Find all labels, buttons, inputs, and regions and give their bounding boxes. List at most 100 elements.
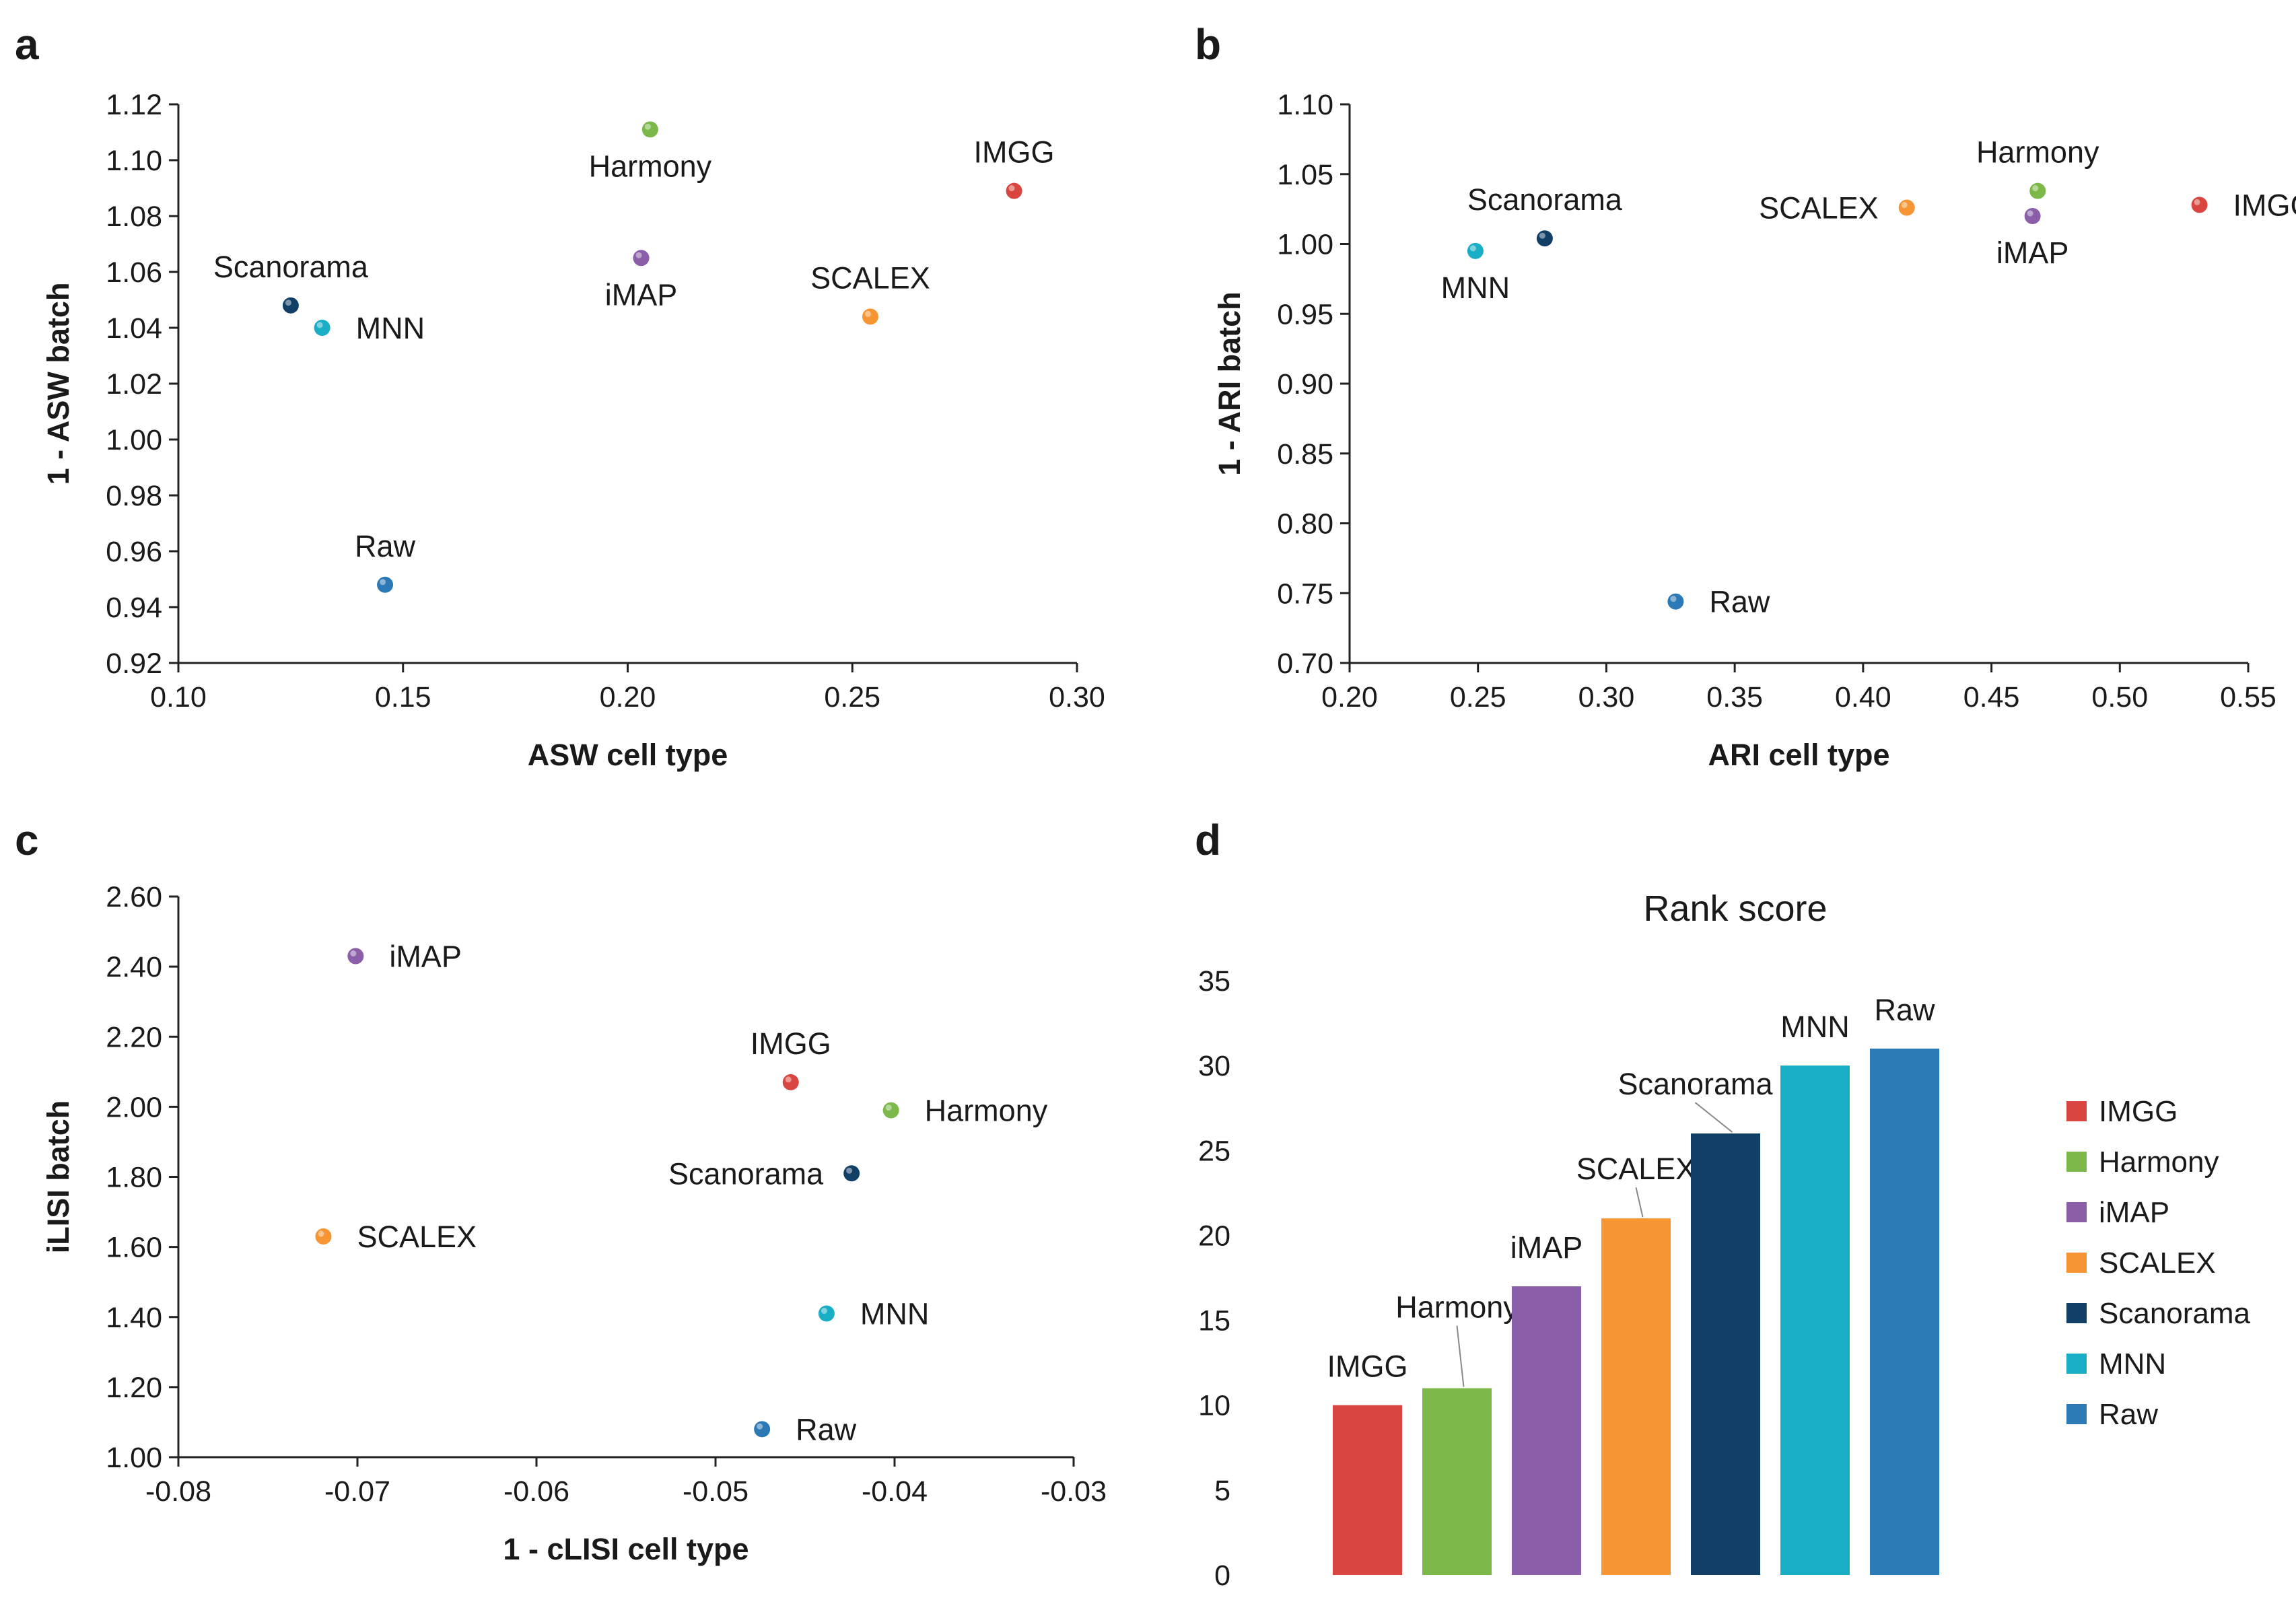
panel-d-bar: Rank score 0 5 10 15 20 25 30 35 IMGG Harmony iMAP S… [1198,888,2250,1592]
panel-b-point-highlight [2027,210,2033,217]
panel-d-y-tick-label: 20 [1198,1220,1230,1252]
panel-d-legend-swatch-imap [2066,1202,2087,1222]
panel-c-scatter: 1.00 1.20 1.40 1.60 1.80 2.00 2.20 2.40 2.60 -0.0… [41,881,1107,1566]
panel-a-point-scanorama [282,297,299,314]
panel-a-point-highlight [316,322,323,328]
panel-c-x-tick-label: -0.08 [145,1475,211,1508]
panel-d-bar-imgg [1333,1405,1402,1575]
panel-b-y-tick-label: 0.75 [1277,577,1333,610]
panel-letter-d: d [1195,816,1221,864]
panel-d-leader-line [1456,1325,1465,1387]
panel-a-point-harmony [641,121,658,138]
panel-c-point-imap [347,948,364,965]
panel-d-legend-label-scalex: SCALEX [2099,1247,2216,1280]
panel-b-point-highlight [2194,199,2200,205]
panel-a-point-highlight [285,300,291,306]
panel-b-point-raw [1667,593,1684,610]
panel-letter-a: a [15,20,39,69]
panel-c-point-label-imap: iMAP [389,940,462,974]
panel-c-y-tick-label: 1.80 [106,1162,162,1194]
panel-a-y-tick-label: 1.04 [106,312,162,345]
panel-a-y-tick-label: 1.06 [106,256,162,289]
panel-d-legend-label-imgg: IMGG [2099,1095,2178,1128]
panel-a-point-label-scanorama: Scanorama [213,250,369,284]
panel-c-x-axis-title: 1 - cLISI cell type [503,1532,749,1566]
panel-b-x-tick-label: 0.35 [1706,681,1763,713]
panel-b-y-tick-label: 0.95 [1277,298,1333,330]
panel-c-y-tick-label: 1.20 [106,1372,162,1404]
panel-c-point-scalex [315,1228,332,1245]
panel-d-legend-swatch-raw [2066,1404,2087,1424]
panel-a-point-label-imgg: IMGG [974,135,1055,170]
panel-a-y-tick-label: 1.08 [106,201,162,233]
panel-d-bar-label-imap: iMAP [1510,1230,1583,1265]
panel-b-x-tick-label: 0.40 [1835,681,1891,713]
panel-c-point-scanorama [843,1165,860,1182]
panel-c-y-tick-label: 1.40 [106,1302,162,1334]
panel-b-point-highlight [1539,232,1545,239]
panel-d-leader-line [1635,1187,1644,1218]
panel-c-point-label-scalex: SCALEX [357,1220,477,1254]
panel-d-legend-swatch-imgg [2066,1101,2087,1121]
panel-a-x-axis-title: ASW cell type [528,738,728,772]
panel-d-y-tick-label: 30 [1198,1050,1230,1082]
panel-a-point-label-raw: Raw [355,529,416,563]
panel-b-y-tick-label: 1.10 [1277,89,1333,121]
panel-d-legend-swatch-harmony [2066,1152,2087,1172]
panel-b-point-mnn [1467,242,1484,259]
panel-b-y-tick-label: 1.00 [1277,229,1333,261]
panel-a-x-tick-label: 0.10 [150,681,207,713]
panel-c-y-axis-title: iLISI batch [41,1100,75,1254]
panel-b-point-highlight [1469,245,1476,252]
panel-c-point-label-raw: Raw [796,1412,857,1446]
panel-b-x-tick-label: 0.50 [2091,681,2148,713]
panel-d-y-tick-label: 0 [1214,1560,1230,1592]
panel-d-bar-harmony [1422,1388,1492,1575]
panel-a-y-tick-label: 1.12 [106,89,162,121]
panel-c-y-tick-label: 2.00 [106,1091,162,1123]
panel-d-y-tick-label: 5 [1214,1475,1230,1507]
panel-b-point-label-harmony: Harmony [1976,135,2099,170]
panel-c-point-label-scanorama: Scanorama [668,1156,824,1191]
panel-a-point-highlight [644,123,651,130]
panel-d-legend-label-imap: iMAP [2099,1196,2169,1229]
panel-c-x-tick-label: -0.03 [1041,1475,1107,1508]
panel-a-y-tick-label: 1.00 [106,424,162,456]
panel-a-x-tick-label: 0.20 [600,681,656,713]
panel-a-y-axis-title: 1 - ASW batch [41,283,75,485]
panel-c-point-highlight [821,1308,827,1315]
panel-b-y-axis-title: 1 - ARI batch [1212,291,1247,475]
panel-b-scatter: 0.70 0.75 0.80 0.85 0.90 0.95 1.00 1.05 1.10 0.20… [1212,89,2296,772]
panel-c-point-imgg [782,1074,799,1090]
panel-a-point-label-imap: iMAP [605,277,678,312]
panel-d-legend-swatch-scanorama [2066,1303,2087,1323]
panel-a-point-label-scalex: SCALEX [810,260,930,295]
panel-a-point-label-harmony: Harmony [589,149,712,183]
panel-a-y-tick-label: 0.96 [106,536,162,568]
panel-b-y-tick-label: 0.90 [1277,368,1333,400]
panel-c-point-highlight [846,1167,853,1174]
panel-b-x-tick-label: 0.55 [2220,681,2276,713]
panel-c-y-tick-label: 2.40 [106,951,162,983]
panel-letter-c: c [15,816,39,864]
panel-b-point-highlight [2032,185,2039,192]
panel-a-y-tick-label: 1.02 [106,368,162,400]
panel-b-x-tick-label: 0.30 [1578,681,1635,713]
panel-b-point-label-scanorama: Scanorama [1467,182,1623,217]
panel-a-point-scalex [862,308,878,325]
panel-a-scatter: 0.92 0.94 0.96 0.98 1.00 1.02 1.04 1.06 1.08 1.10… [41,89,1105,772]
panel-b-point-harmony [2029,182,2046,199]
panel-c-x-tick-label: -0.04 [862,1475,928,1508]
panel-d-legend-swatch-mnn [2066,1354,2087,1374]
panel-a-point-imgg [1006,182,1022,199]
panel-d-legend-label-mnn: MNN [2099,1347,2166,1380]
panel-d-bar-raw [1870,1048,1939,1575]
panel-b-point-label-raw: Raw [1709,585,1770,619]
panel-d-bar-label-harmony: Harmony [1395,1290,1519,1324]
panel-a-point-highlight [380,579,386,586]
panel-d-legend-swatch-scalex [2066,1253,2087,1273]
panel-b-x-axis-title: ARI cell type [1708,738,1889,772]
panel-letter-b: b [1195,20,1221,69]
panel-b-y-tick-label: 0.80 [1277,508,1333,540]
panel-b-point-label-scalex: SCALEX [1759,191,1879,225]
